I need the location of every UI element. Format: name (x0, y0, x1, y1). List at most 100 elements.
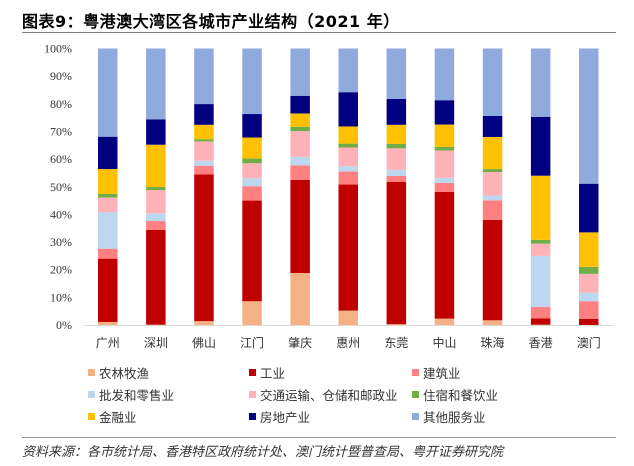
x-axis-labels: 广州 深圳 佛山 江门 肇庆 惠州 东莞 中山 珠海 香港 澳门 (96, 335, 601, 350)
bar-segment (290, 165, 310, 180)
bar-segment (194, 104, 214, 125)
bar-segment (530, 307, 551, 319)
bar-segment (338, 92, 358, 127)
bar-segment (98, 136, 118, 170)
bar-segment (338, 48, 358, 93)
bar-segment (146, 221, 166, 230)
bar-segment (338, 126, 358, 144)
legend-label: 农林牧渔 (99, 366, 150, 381)
bar-segment (242, 137, 262, 159)
bar-segment (146, 187, 166, 191)
x-tick-label: 澳门 (577, 335, 601, 350)
bar-segment (482, 115, 503, 137)
bar-segment (338, 143, 358, 148)
bar-segment (242, 163, 262, 179)
bar-segment (530, 255, 551, 308)
legend-label: 批发和零售业 (99, 388, 175, 403)
bar-segment (530, 318, 551, 325)
bar-segment (530, 239, 551, 244)
bar-segment (290, 48, 310, 96)
legend-label: 工业 (260, 366, 286, 381)
legend-swatch (412, 391, 419, 398)
legend-item: 交通运输、仓储和邮政业 (249, 385, 398, 404)
bar-segment (194, 141, 214, 161)
y-tick-label: 90% (50, 69, 72, 83)
legend-swatch (412, 413, 419, 420)
legend-label: 住宿和餐饮业 (423, 388, 499, 403)
bar-segment (194, 124, 214, 140)
bar-segment (290, 113, 310, 127)
bar-segment (386, 98, 407, 125)
bar-segment (98, 258, 118, 322)
legend-label: 交通运输、仓储和邮政业 (260, 388, 398, 403)
bar-segment (482, 219, 503, 321)
legend-item: 批发和零售业 (88, 385, 174, 404)
bar-segment (98, 169, 118, 194)
legend-item: 农林牧渔 (88, 363, 149, 382)
bar-segment (434, 177, 455, 183)
x-tick-label: 香港 (529, 336, 553, 350)
bar-segment (194, 139, 214, 142)
legend-item: 其他服务业 (412, 407, 486, 426)
legend-item: 金融业 (88, 407, 137, 426)
stacked-bar-chart: 0% 10% 20% 30% 40% 50% 60% 70% 80% 90% 100% 广州 深圳 佛山… (44, 42, 613, 350)
bar-segment (434, 318, 455, 325)
bar-segment (579, 232, 599, 267)
bar-segment (482, 172, 503, 196)
bar-segment (290, 156, 310, 166)
bar-segment (146, 48, 166, 120)
legend-swatch (88, 391, 95, 398)
bar-segment (530, 116, 551, 176)
bar-segment (242, 200, 262, 302)
bar-segment (338, 166, 358, 172)
bar-segment (579, 292, 599, 302)
bar-segment (386, 143, 407, 149)
x-tick-label: 江门 (240, 335, 264, 350)
y-tick-label: 0% (56, 318, 72, 332)
bar-segment (338, 147, 358, 167)
source-note: 资料来源：各市统计局、香港特区政府统计处、澳门统计暨普查局、粤开证券研究院 (22, 445, 504, 460)
bar-segment (290, 131, 310, 157)
legend-swatch (249, 369, 256, 376)
bar-segment (579, 301, 599, 319)
y-axis: 0% 10% 20% 30% 40% 50% 60% 70% 80% 90% 100% (44, 42, 72, 333)
bar-segment (338, 184, 358, 311)
legend-item: 工业 (249, 363, 285, 382)
y-tick-label: 70% (50, 124, 72, 138)
bar-segment (242, 301, 262, 325)
bar-segment (98, 193, 118, 198)
legend-item: 住宿和餐饮业 (412, 385, 498, 404)
y-tick-label: 30% (50, 235, 72, 249)
y-tick-label: 80% (50, 97, 72, 111)
bar-segment (146, 229, 166, 325)
bar-segment (194, 48, 214, 105)
bar-segment (194, 174, 214, 322)
x-tick-label: 深圳 (144, 336, 168, 350)
bar-segment (98, 321, 118, 325)
bar-segment (98, 248, 118, 259)
bar-segment (579, 318, 599, 325)
y-tick-label: 40% (50, 207, 72, 221)
bar-segment (434, 100, 455, 125)
bar-segment (530, 243, 551, 256)
bar-segment (338, 171, 358, 185)
bar-segment (530, 175, 551, 240)
bar-segment (482, 320, 503, 325)
bar-segment (482, 200, 503, 220)
y-tick-label: 60% (50, 152, 72, 166)
legend-swatch (249, 391, 256, 398)
x-tick-label: 惠州 (336, 336, 360, 350)
bar-segment (434, 150, 455, 178)
bar-segment (146, 119, 166, 145)
bar-segment (386, 181, 407, 325)
x-tick-label: 广州 (96, 336, 120, 350)
bar-segment (146, 144, 166, 188)
bar-segment (579, 183, 599, 233)
legend-item: 建筑业 (412, 363, 461, 382)
legend-label: 其他服务业 (423, 410, 486, 425)
bar-segment (242, 114, 262, 138)
bar-segment (290, 126, 310, 132)
bar-segment (194, 165, 214, 175)
bar-segment (194, 321, 214, 325)
x-tick-label: 佛山 (192, 336, 216, 350)
